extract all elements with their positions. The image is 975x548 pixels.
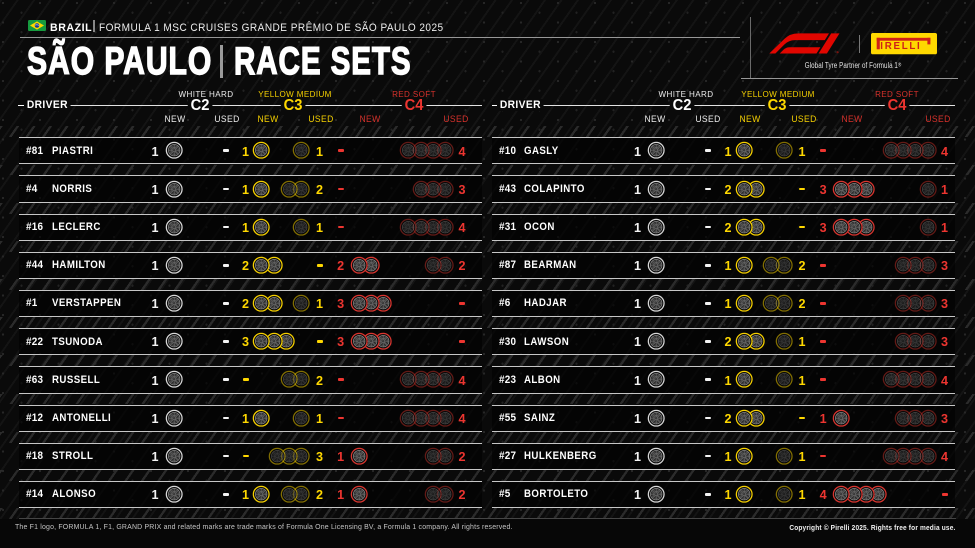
svg-text:IRELLI: IRELLI	[880, 41, 921, 52]
